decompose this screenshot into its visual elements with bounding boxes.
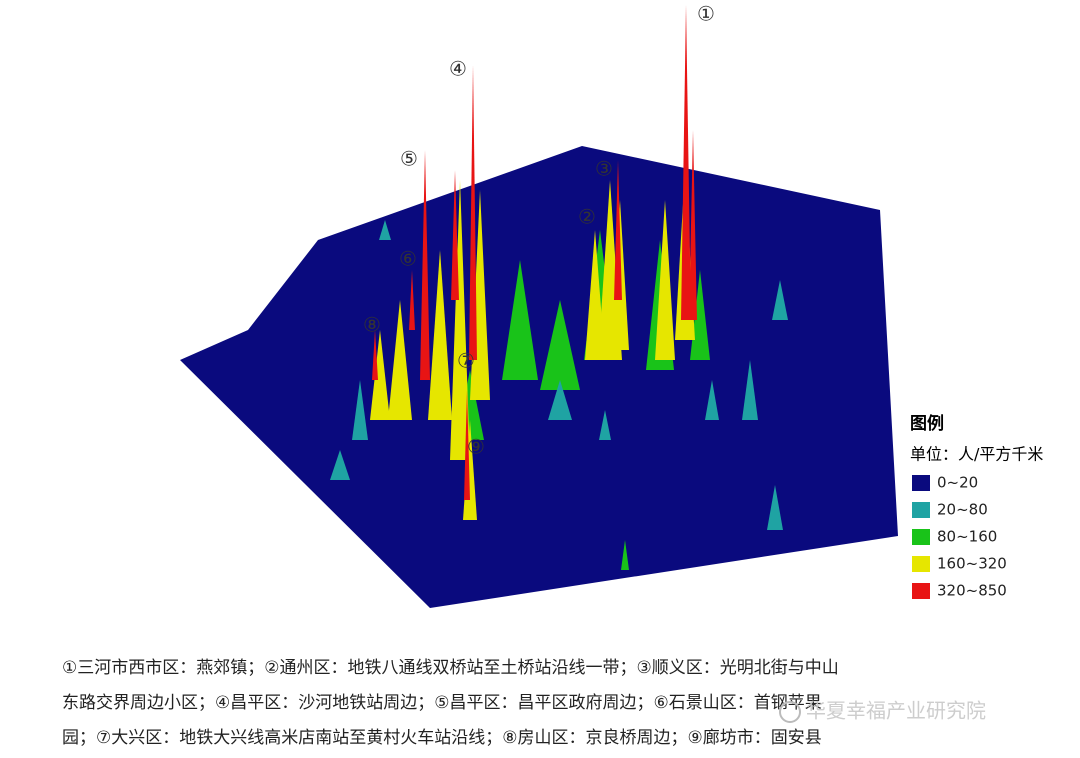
density-spikes — [330, 5, 788, 570]
spike — [428, 250, 452, 420]
watermark: 华夏幸福产业研究院 — [806, 699, 986, 723]
spike — [450, 180, 470, 460]
spike — [420, 150, 430, 380]
marker-label: ④ — [449, 57, 467, 81]
spike — [548, 380, 572, 420]
marker-label: ② — [578, 205, 596, 229]
spike — [372, 330, 378, 380]
spike — [451, 170, 459, 300]
legend: 0~20 20~80 80~160 160~320 320~850 — [912, 474, 1007, 600]
spike — [379, 220, 391, 240]
spike — [690, 270, 710, 360]
watermark-icon — [779, 701, 801, 723]
legend-unit: 单位：人/平方千米 — [910, 445, 1043, 464]
spike — [681, 5, 691, 320]
legend-label: 0~20 — [937, 474, 978, 492]
legend-swatch — [912, 556, 930, 572]
legend-label: 320~850 — [937, 582, 1007, 600]
marker-label: ③ — [595, 157, 613, 181]
spike — [689, 130, 697, 320]
legend-swatch — [912, 529, 930, 545]
caption-line: 园；⑦大兴区：地铁大兴线高米店南站至黄村火车站沿线；⑧房山区：京良桥周边；⑨廊坊… — [62, 728, 822, 748]
spike — [540, 300, 580, 390]
legend-title: 图例 — [910, 413, 944, 434]
spike — [469, 65, 477, 360]
legend-label: 80~160 — [937, 528, 997, 546]
spike — [614, 160, 622, 300]
markers: ① ② ③ ④ ⑤ ⑥ ⑦ ⑧ ⑨ — [363, 2, 715, 459]
caption: ①三河市西市区：燕郊镇；②通州区：地铁八通线双桥站至土桥站沿线一带；③顺义区：光… — [62, 658, 839, 748]
marker-label: ① — [697, 2, 715, 26]
spike — [370, 330, 390, 420]
legend-swatch — [912, 475, 930, 491]
marker-label: ⑦ — [457, 349, 475, 373]
spike — [599, 410, 611, 440]
spike — [742, 360, 758, 420]
spike — [502, 260, 538, 380]
spike — [388, 300, 412, 420]
legend-swatch — [912, 502, 930, 518]
spike — [409, 270, 415, 330]
legend-label: 160~320 — [937, 555, 1007, 573]
map-base — [180, 146, 898, 608]
spike — [464, 390, 470, 500]
caption-line: ①三河市西市区：燕郊镇；②通州区：地铁八通线双桥站至土桥站沿线一带；③顺义区：光… — [62, 658, 839, 678]
legend-swatch — [912, 583, 930, 599]
caption-line: 东路交界周边小区；④昌平区：沙河地铁站周边；⑤昌平区：昌平区政府周边；⑥石景山区… — [62, 693, 822, 713]
spike — [585, 230, 605, 360]
spike — [621, 540, 629, 570]
spike — [772, 280, 788, 320]
spike — [767, 485, 783, 530]
marker-label: ⑧ — [363, 313, 381, 337]
spike — [655, 200, 675, 360]
spike — [330, 450, 350, 480]
marker-label: ⑨ — [467, 435, 485, 459]
spike — [705, 380, 719, 420]
marker-label: ⑤ — [400, 147, 418, 171]
legend-label: 20~80 — [937, 501, 988, 519]
marker-label: ⑥ — [399, 247, 417, 271]
spike — [352, 380, 368, 440]
